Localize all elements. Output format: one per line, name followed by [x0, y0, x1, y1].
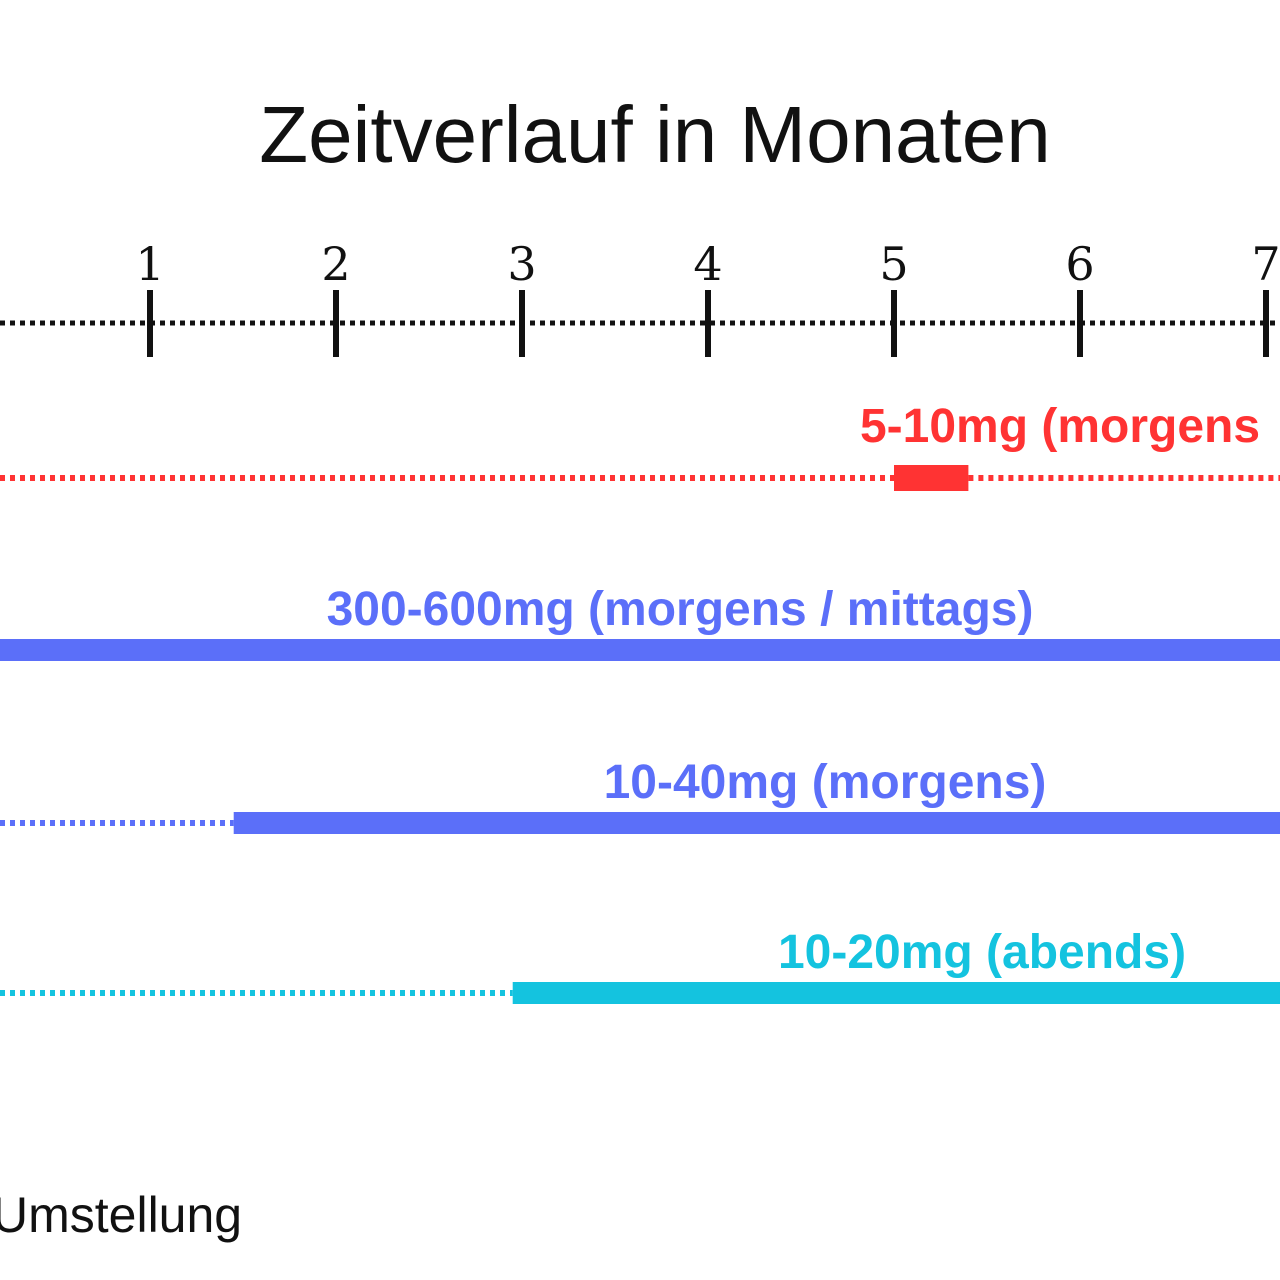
footer-label: Umstellung	[0, 1187, 242, 1243]
axis-tick-label: 4	[693, 237, 722, 291]
diagram-title: Zeitverlauf in Monaten	[259, 90, 1051, 179]
track: 10-40mg (morgens)	[0, 756, 1280, 834]
track: 10-20mg (abends)	[0, 926, 1280, 1004]
track-dose-label: 10-20mg (abends)	[778, 926, 1186, 979]
track-dose-label: 10-40mg (morgens)	[604, 756, 1047, 809]
axis-tick-label: 5	[879, 237, 908, 291]
axis-tick-label: 3	[507, 237, 536, 291]
track: 5-10mg (morgens	[0, 400, 1280, 491]
axis-tick-label: 1	[135, 237, 164, 291]
medication-tracks: 5-10mg (morgens 300-600mg (morgens / mitt…	[0, 400, 1280, 1004]
track: 300-600mg (morgens / mittags)	[0, 583, 1280, 661]
axis-tick-label: 7	[1251, 237, 1280, 291]
month-axis: 1 2 3 4 5 6 7	[0, 237, 1280, 357]
track-dose-label: 5-10mg (morgens	[860, 400, 1260, 453]
axis-tick-label: 6	[1065, 237, 1094, 291]
axis-tick-label: 2	[321, 237, 350, 291]
track-dose-label: 300-600mg (morgens / mittags)	[327, 583, 1034, 636]
